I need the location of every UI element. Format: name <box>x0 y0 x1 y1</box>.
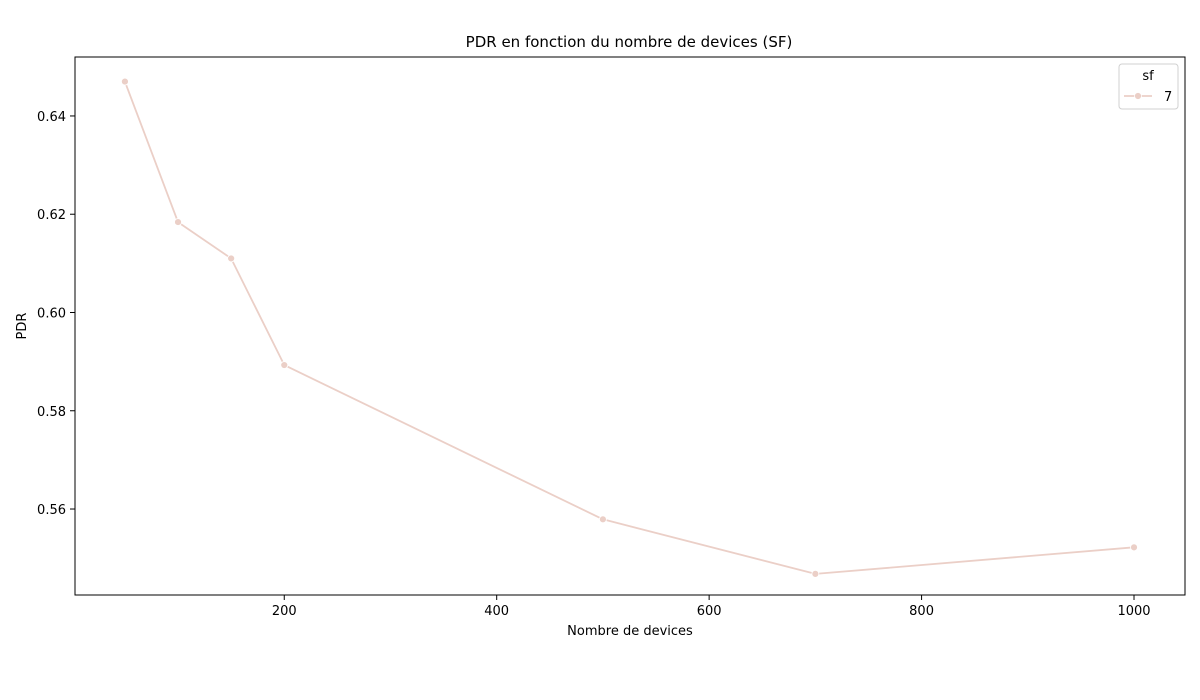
legend-series-marker <box>1134 92 1142 100</box>
legend-series-label: 7 <box>1164 90 1172 105</box>
y-tick-label: 0.58 <box>37 405 66 420</box>
x-tick-label: 800 <box>909 604 934 619</box>
data-point <box>280 361 289 369</box>
x-tick-label: 1000 <box>1117 604 1150 619</box>
data-point <box>811 569 820 578</box>
x-tick-label: 600 <box>697 604 722 619</box>
plot-frame <box>74 56 1186 596</box>
plot-area <box>121 77 1138 578</box>
data-point <box>599 515 607 524</box>
legend: sf 7 <box>1118 63 1179 110</box>
legend-title: sf <box>1142 69 1154 84</box>
x-tick-label: 200 <box>272 604 297 619</box>
x-tick-label: 400 <box>484 604 509 619</box>
chart-title: PDR en fonction du nombre de devices (SF… <box>466 33 793 51</box>
series-line <box>124 81 1135 575</box>
x-axis-label: Nombre de devices <box>567 624 693 639</box>
y-tick-label: 0.56 <box>37 503 66 518</box>
data-point <box>174 218 182 226</box>
x-axis: 200 400 600 800 1000 <box>272 595 1151 619</box>
legend-box <box>1118 63 1179 110</box>
y-tick-label: 0.62 <box>37 208 66 223</box>
data-point <box>1130 543 1138 552</box>
y-tick-label: 0.60 <box>37 306 66 321</box>
y-axis-label: PDR <box>15 313 30 340</box>
data-point <box>121 77 129 86</box>
y-tick-label: 0.64 <box>37 110 66 125</box>
data-point <box>227 254 236 263</box>
y-axis: 0.56 0.58 0.60 0.62 0.64 <box>37 110 75 518</box>
